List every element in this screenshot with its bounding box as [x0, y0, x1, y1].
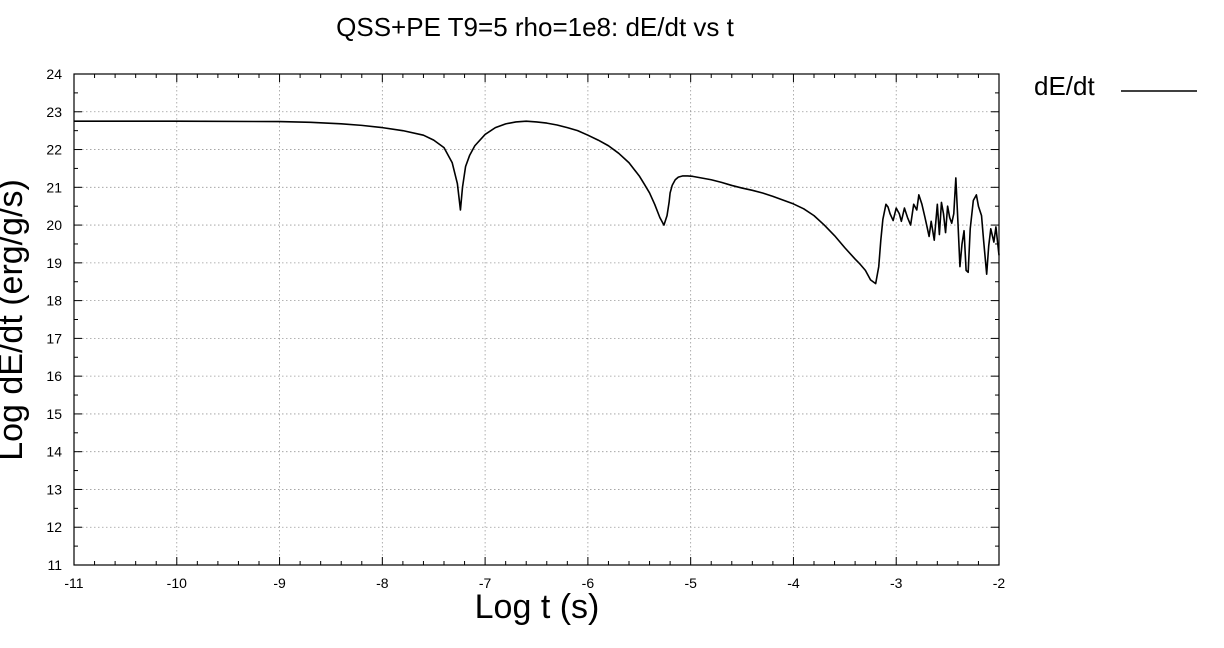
x-tick-label: -10: [167, 575, 187, 591]
y-tick-label: 24: [46, 66, 62, 82]
series-layer: [74, 120, 1000, 285]
y-tick-label: 11: [47, 557, 62, 573]
x-tick-label: -5: [684, 575, 697, 591]
y-tick-label: 12: [46, 519, 62, 535]
y-tick-label: 23: [46, 104, 62, 120]
legend-label: dE/dt: [1034, 71, 1095, 101]
series-line-0: [74, 120, 1000, 285]
ticks: -11 -10 -9 -8 -7 -6 -5 -4 -3 -2 11 12 13 14 15 16 17 18 19…: [46, 66, 1005, 591]
y-tick-label: 22: [46, 142, 62, 158]
y-tick-label: 18: [46, 293, 62, 309]
y-tick-label: 13: [46, 481, 62, 497]
y-tick-label: 20: [46, 217, 62, 233]
chart-title: QSS+PE T9=5 rho=1e8: dE/dt vs t: [336, 12, 734, 42]
x-tick-label: -6: [582, 575, 595, 591]
x-tick-label: -7: [479, 575, 492, 591]
y-tick-label: 19: [46, 255, 62, 271]
y-axis-label: Log dE/dt (erg/g/s): [0, 179, 30, 461]
x-axis-label: Log t (s): [475, 588, 600, 626]
y-tick-label: 21: [46, 179, 62, 195]
x-tick-label: -9: [273, 575, 286, 591]
grid: [74, 74, 999, 565]
y-tick-label: 14: [46, 444, 62, 460]
x-tick-label: -3: [890, 575, 903, 591]
x-tick-label: -4: [787, 575, 800, 591]
y-tick-label: 15: [46, 406, 62, 422]
plot-frame: [73, 73, 1000, 566]
x-tick-label: -8: [376, 575, 389, 591]
y-tick-label: 17: [46, 330, 62, 346]
x-tick-label: -11: [64, 575, 83, 591]
y-tick-label: 16: [46, 368, 62, 384]
legend: dE/dt: [1034, 71, 1197, 101]
x-tick-label: -2: [993, 575, 1006, 591]
